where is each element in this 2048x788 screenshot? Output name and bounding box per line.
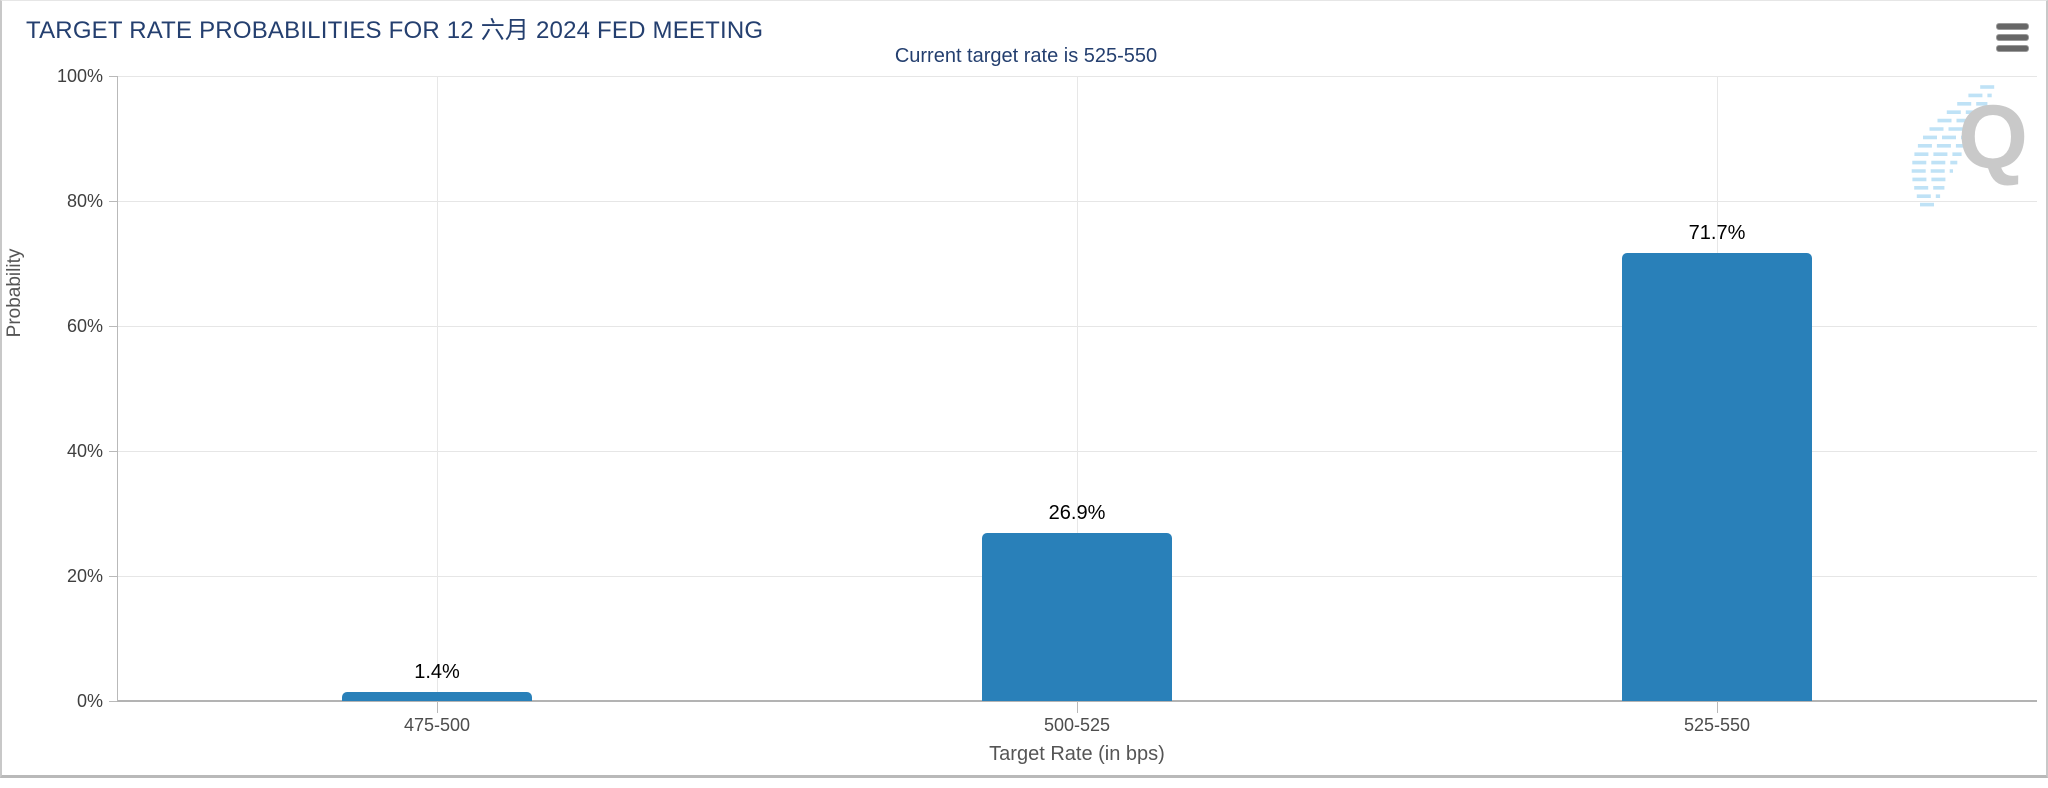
chart-context-menu-button[interactable] [1991, 20, 2033, 54]
y-tick-label: 60% [66, 316, 103, 336]
y-axis-title: Probability [4, 248, 25, 338]
y-axis-tick [109, 451, 117, 452]
y-axis-tick [109, 76, 117, 77]
x-category-label: 525-550 [1683, 715, 1751, 735]
x-gridline [1077, 76, 1078, 701]
y-tick-label: 20% [66, 566, 103, 586]
y-axis-tick [109, 701, 117, 702]
x-axis-tick [1077, 701, 1078, 713]
y-axis-tick [109, 326, 117, 327]
watermark-q-letter: Q [1958, 88, 2029, 188]
bar-value-label: 1.4% [414, 661, 460, 684]
watermark-swoosh [1911, 85, 1996, 207]
bar-525-550[interactable] [1622, 252, 1812, 701]
bar-value-label: 26.9% [1048, 501, 1106, 524]
y-axis-line [117, 76, 118, 701]
y-tick-label: 80% [66, 191, 103, 211]
x-category-label: 500-525 [1043, 715, 1111, 735]
x-gridline [437, 76, 438, 701]
chart-subtitle: Current target rate is 525-550 [894, 45, 1158, 67]
y-tick-label: 0% [76, 691, 103, 711]
bar-475-500[interactable] [342, 692, 532, 701]
bar-value-label: 71.7% [1688, 221, 1746, 244]
x-axis-tick [1717, 701, 1718, 713]
x-category-label: 475-500 [403, 715, 471, 735]
chart-title: TARGET RATE PROBABILITIES FOR 12 六月 2024… [26, 17, 764, 44]
y-axis-tick [109, 201, 117, 202]
quikstrike-watermark: Q [1874, 79, 2030, 215]
x-axis-title: Target Rate (in bps) [989, 743, 1165, 765]
x-axis-tick [437, 701, 438, 713]
y-axis-tick [109, 576, 117, 577]
hamburger-icon [1995, 21, 2029, 54]
y-tick-label: 40% [66, 441, 103, 461]
bar-500-525[interactable] [982, 532, 1172, 701]
y-tick-label: 100% [56, 66, 103, 86]
